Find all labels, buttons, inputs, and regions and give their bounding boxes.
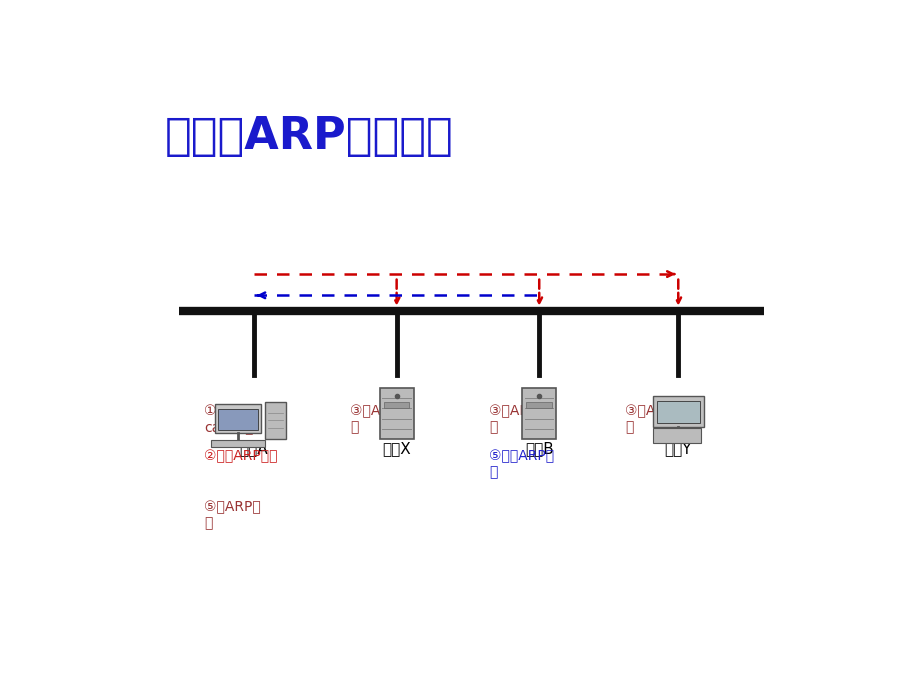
Text: 主机Y: 主机Y bbox=[664, 442, 691, 456]
Bar bbox=[652, 396, 703, 427]
Text: ③增ARP表
项: ③增ARP表 项 bbox=[350, 404, 406, 435]
Text: 主机A: 主机A bbox=[240, 442, 268, 456]
Bar bbox=[380, 388, 414, 439]
Bar bbox=[265, 402, 286, 439]
Text: ⑤发送ARP响
应: ⑤发送ARP响 应 bbox=[489, 449, 554, 480]
Text: ①检查ARP
cache表: ①检查ARP cache表 bbox=[204, 404, 261, 435]
Bar bbox=[652, 428, 700, 443]
Text: 完整的ARP工作过程: 完整的ARP工作过程 bbox=[165, 115, 453, 158]
Bar bbox=[383, 402, 409, 408]
Text: ③增ARP表
项: ③增ARP表 项 bbox=[489, 404, 546, 435]
Bar bbox=[526, 402, 551, 408]
Text: ③增ARP表
项: ③增ARP表 项 bbox=[624, 404, 681, 435]
Bar bbox=[522, 388, 556, 439]
Bar bbox=[211, 440, 265, 446]
Text: ②发送ARP请求: ②发送ARP请求 bbox=[204, 449, 278, 464]
Text: 主机B: 主机B bbox=[524, 442, 553, 456]
Bar bbox=[215, 404, 261, 433]
Text: 主机X: 主机X bbox=[382, 442, 411, 456]
Bar bbox=[656, 400, 698, 423]
Text: ⑤增ARP表
项: ⑤增ARP表 项 bbox=[204, 500, 261, 530]
Bar bbox=[218, 409, 257, 430]
